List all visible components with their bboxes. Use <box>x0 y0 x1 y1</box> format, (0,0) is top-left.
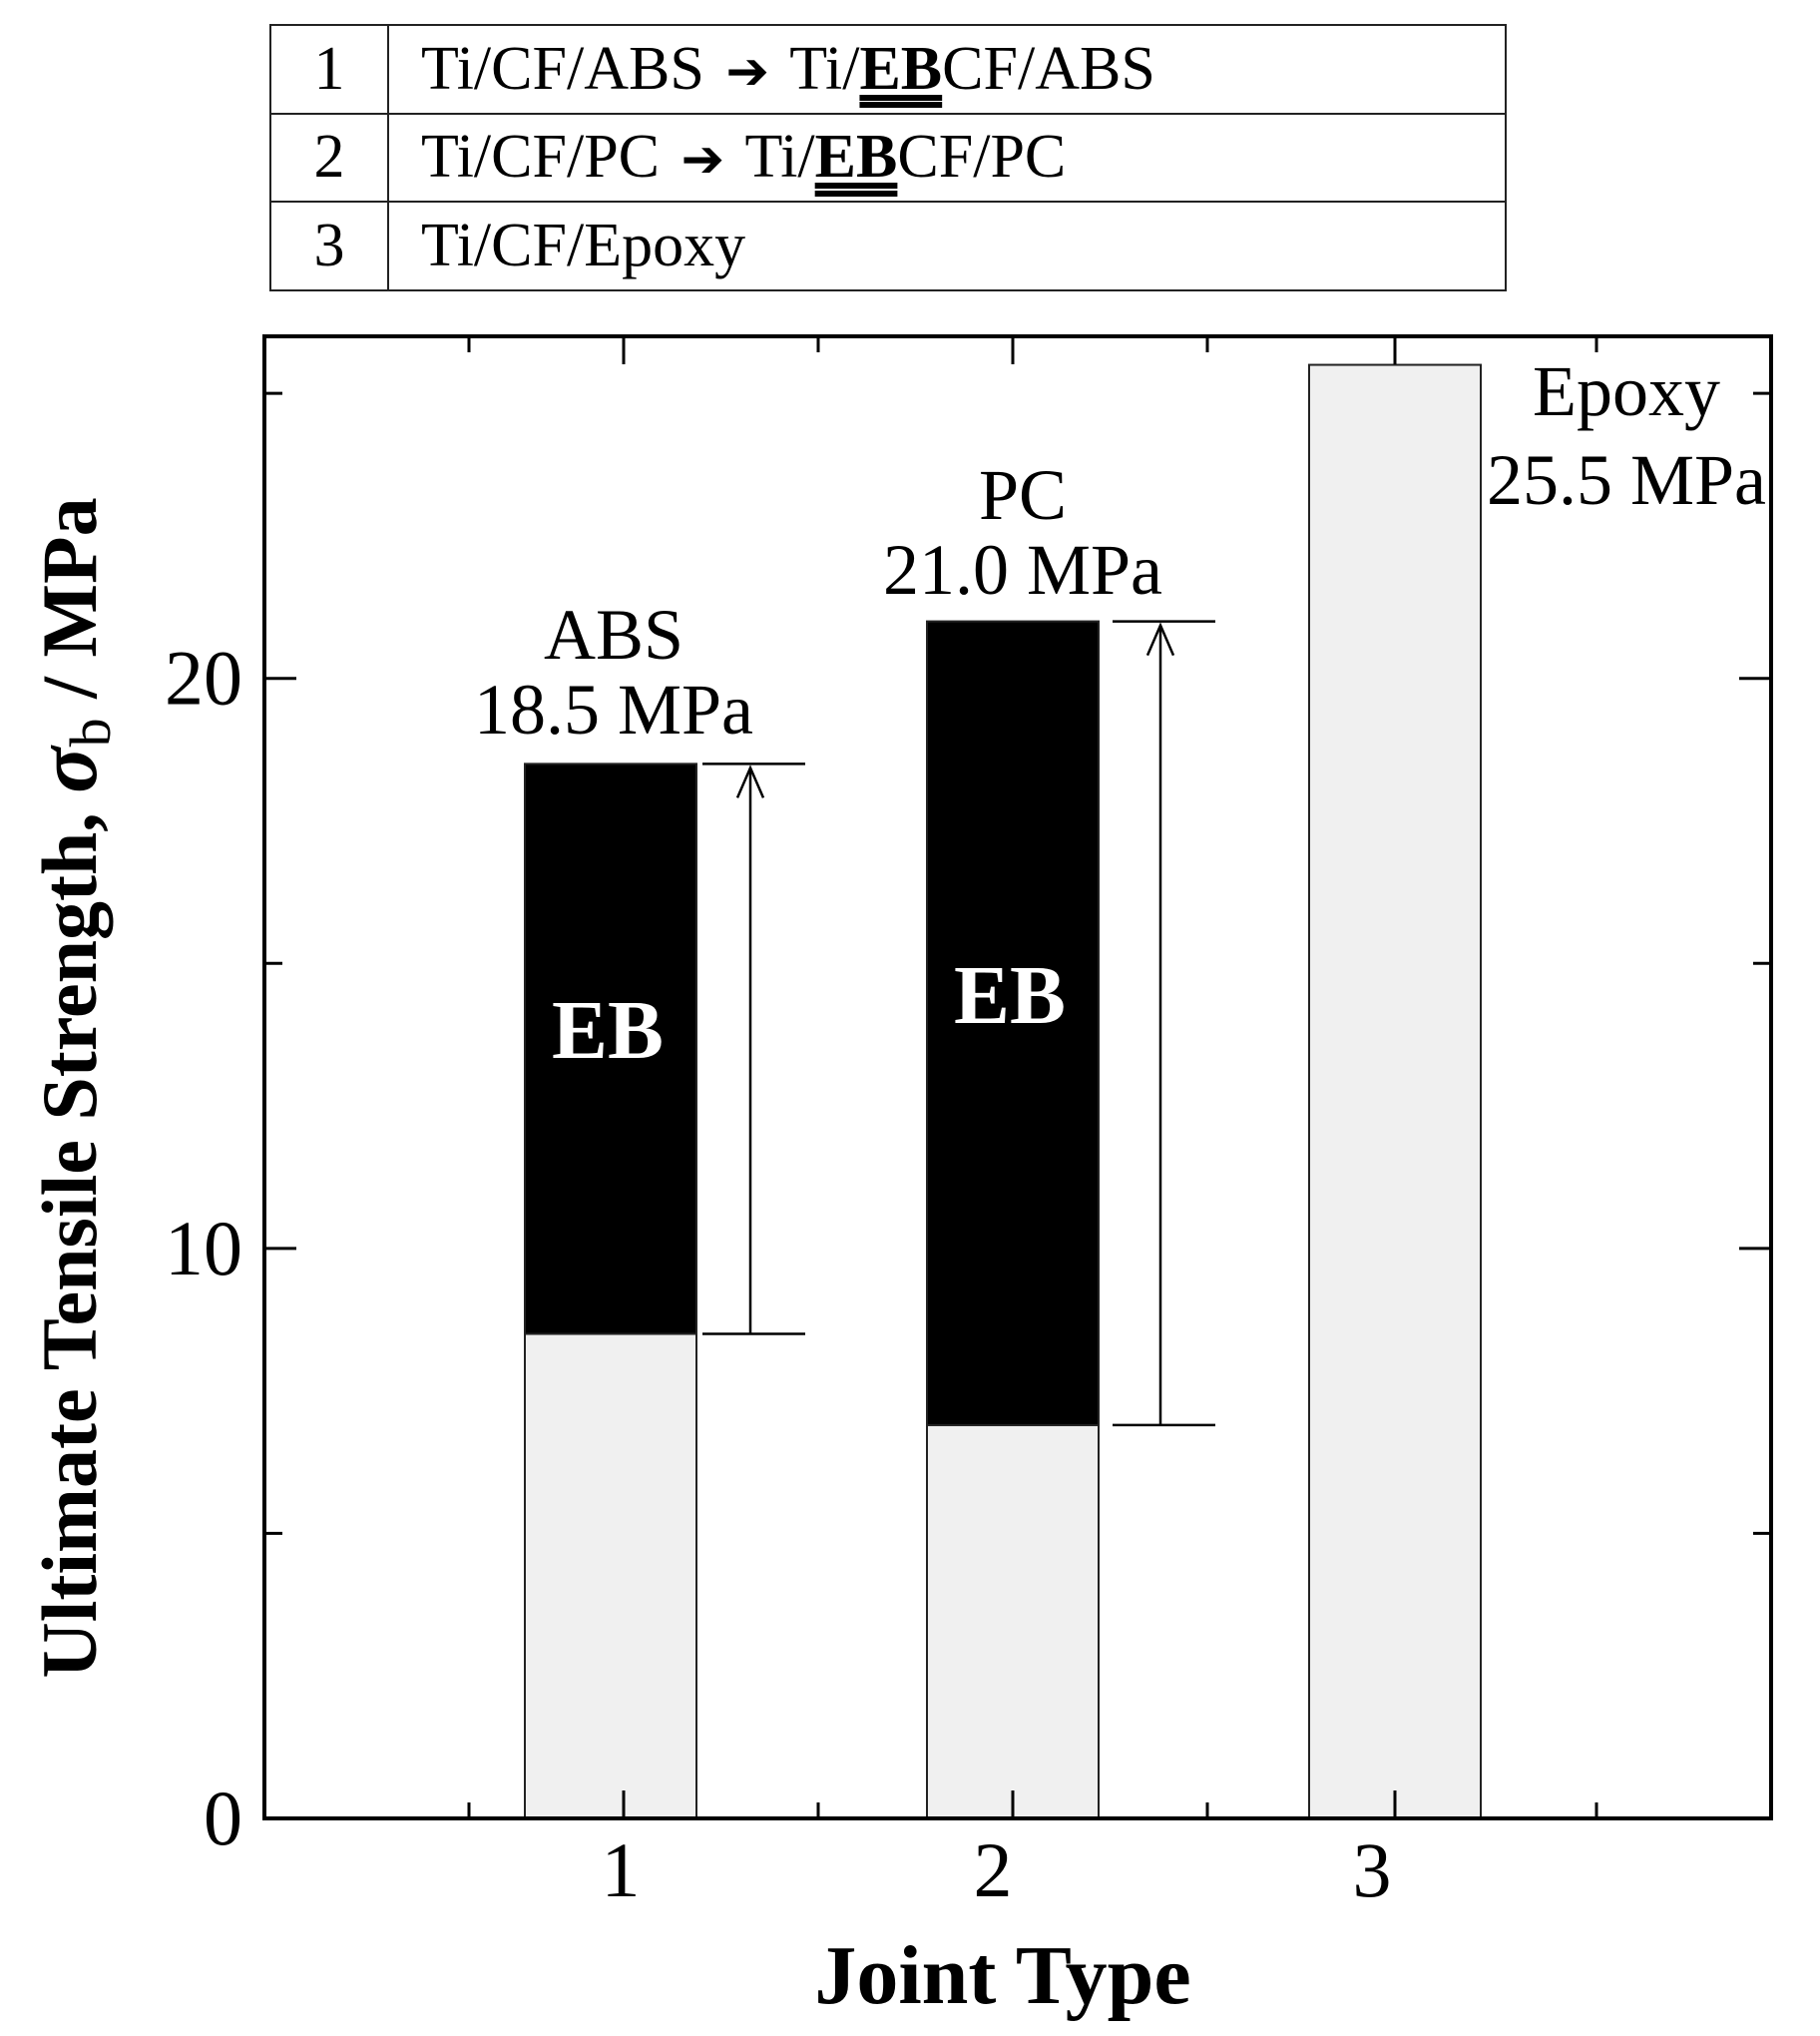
bar-base-segment <box>1308 363 1482 1819</box>
right-arrow-icon: ➔ <box>681 130 725 191</box>
y-axis-label-unit: / MPa <box>26 497 113 718</box>
legend-from: Ti/CF/Epoxy <box>421 212 746 280</box>
legend-row-description: Ti/CF/Epoxy <box>387 201 1507 291</box>
y-tick-label: 10 <box>165 1205 242 1291</box>
bar-material-label: PC <box>979 455 1067 535</box>
legend-table: 1 Ti/CF/ABS ➔ Ti/EBCF/ABS 2 Ti/CF/PC ➔ Ti/E… <box>269 24 1507 291</box>
increase-arrow-head <box>735 764 765 798</box>
bar-eb-segment <box>926 620 1100 1426</box>
legend-row-number: 1 <box>269 24 389 115</box>
x-tick-label: 2 <box>974 1826 1013 1913</box>
legend-to-suffix: CF/ABS <box>942 34 1155 103</box>
y-axis-label: Ultimate Tensile Strength, σb / MPa <box>19 497 123 1678</box>
bar-eb-segment <box>524 763 697 1335</box>
y-axis-label-subscript: b <box>58 718 123 747</box>
bar-value-label: 25.5 MPa <box>1487 440 1766 520</box>
bar-base-segment <box>524 1332 697 1820</box>
y-axis-label-main: Ultimate Tensile Strength, <box>26 793 113 1679</box>
bar-base-segment <box>926 1423 1100 1819</box>
legend-from: Ti/CF/PC <box>421 123 661 192</box>
legend-row: 3 Ti/CF/Epoxy <box>269 201 1507 291</box>
legend-to-eb: EB <box>859 34 943 103</box>
right-arrow-icon: ➔ <box>725 41 769 102</box>
eb-segment-label: EB <box>552 984 664 1077</box>
x-tick-label: 1 <box>602 1826 641 1913</box>
legend-row-description: Ti/CF/ABS ➔ Ti/EBCF/ABS <box>387 24 1507 115</box>
bar-value-label: 18.5 MPa <box>474 670 753 750</box>
y-tick-label: 20 <box>165 635 242 722</box>
bar-material-label: Epoxy <box>1533 351 1720 431</box>
legend-to-suffix: CF/PC <box>897 123 1067 192</box>
legend-to-prefix: Ti/ <box>789 34 860 103</box>
legend-to-prefix: Ti/ <box>744 123 815 192</box>
increase-arrow-head <box>1145 622 1175 657</box>
legend-row: 1 Ti/CF/ABS ➔ Ti/EBCF/ABS <box>269 24 1507 115</box>
bar-material-label: ABS <box>544 595 683 675</box>
y-tick-label: 0 <box>204 1775 242 1861</box>
legend-row: 2 Ti/CF/PC ➔ Ti/EBCF/PC <box>269 112 1507 204</box>
legend-from: Ti/CF/ABS <box>421 34 704 103</box>
legend-row-number: 3 <box>269 201 389 291</box>
legend-row-description: Ti/CF/PC ➔ Ti/EBCF/PC <box>387 112 1507 204</box>
y-axis-label-symbol: σ <box>19 745 115 793</box>
x-tick-label: 3 <box>1353 1826 1392 1913</box>
legend-to-eb: EB <box>814 123 898 192</box>
legend-row-number: 2 <box>269 112 389 204</box>
eb-segment-label: EB <box>954 949 1066 1042</box>
bar-value-label: 21.0 MPa <box>883 530 1162 610</box>
plot-frame <box>262 334 1773 1820</box>
x-axis-label: Joint Type <box>814 1929 1190 2022</box>
